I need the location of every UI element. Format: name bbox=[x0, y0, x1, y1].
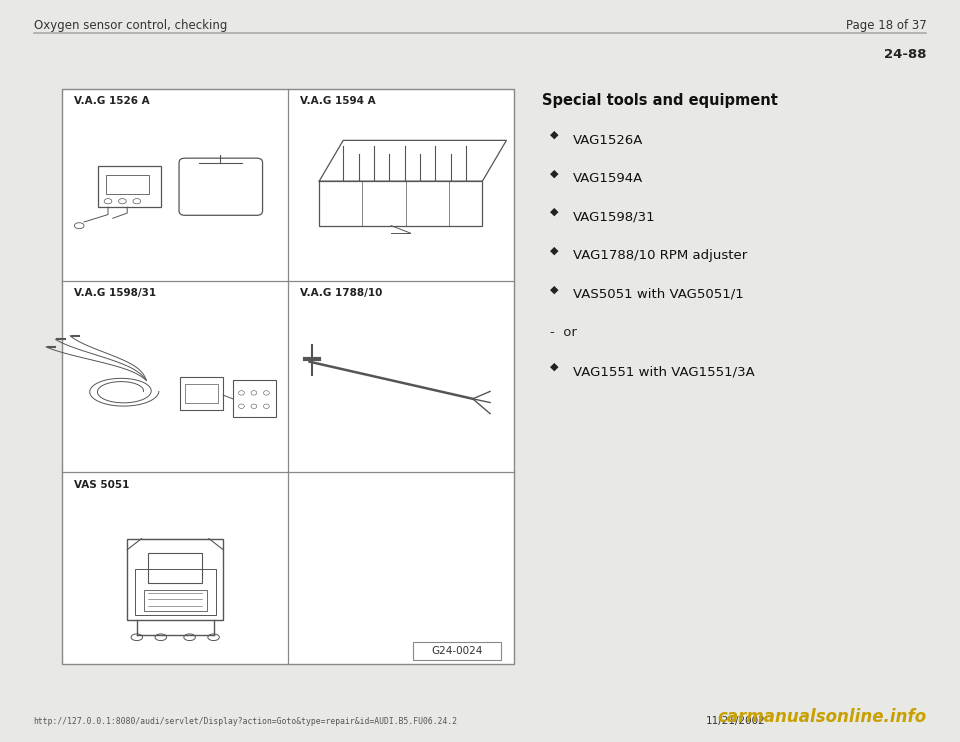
Text: V.A.G 1788/10: V.A.G 1788/10 bbox=[300, 288, 382, 298]
Text: carmanualsonline.info: carmanualsonline.info bbox=[717, 708, 926, 726]
Bar bbox=[106, 175, 149, 194]
FancyBboxPatch shape bbox=[413, 642, 501, 660]
Bar bbox=[98, 166, 160, 207]
Bar bbox=[127, 539, 223, 620]
Text: -  or: - or bbox=[550, 326, 577, 340]
Bar bbox=[232, 381, 276, 418]
Text: VAG1598/31: VAG1598/31 bbox=[573, 211, 656, 224]
Text: V.A.G 1526 A: V.A.G 1526 A bbox=[74, 96, 150, 106]
Text: VAG1594A: VAG1594A bbox=[573, 172, 643, 186]
Text: ◆: ◆ bbox=[550, 284, 559, 294]
Bar bbox=[143, 590, 207, 611]
Text: VAG1788/10 RPM adjuster: VAG1788/10 RPM adjuster bbox=[573, 249, 748, 263]
Text: 24-88: 24-88 bbox=[884, 48, 926, 62]
Bar bbox=[180, 377, 223, 410]
Text: G24-0024: G24-0024 bbox=[431, 646, 483, 656]
Text: ◆: ◆ bbox=[550, 130, 559, 139]
Text: ◆: ◆ bbox=[550, 246, 559, 255]
Text: V.A.G 1598/31: V.A.G 1598/31 bbox=[74, 288, 156, 298]
Text: Oxygen sensor control, checking: Oxygen sensor control, checking bbox=[34, 19, 227, 32]
Bar bbox=[319, 181, 483, 226]
Bar bbox=[184, 384, 219, 403]
Text: ◆: ◆ bbox=[550, 207, 559, 217]
Text: VAS 5051: VAS 5051 bbox=[74, 480, 130, 490]
Text: http://127.0.0.1:8080/audi/servlet/Display?action=Goto&type=repair&id=AUDI.B5.FU: http://127.0.0.1:8080/audi/servlet/Displ… bbox=[34, 717, 458, 726]
Text: 11/21/2002: 11/21/2002 bbox=[706, 716, 765, 726]
Text: ◆: ◆ bbox=[550, 361, 559, 371]
Bar bbox=[148, 554, 202, 583]
Text: Special tools and equipment: Special tools and equipment bbox=[542, 93, 779, 108]
Text: VAG1526A: VAG1526A bbox=[573, 134, 643, 147]
Text: V.A.G 1594 A: V.A.G 1594 A bbox=[300, 96, 375, 106]
Text: VAS5051 with VAG5051/1: VAS5051 with VAG5051/1 bbox=[573, 288, 744, 301]
Bar bbox=[62, 89, 514, 664]
Text: Page 18 of 37: Page 18 of 37 bbox=[846, 19, 926, 32]
Text: ◆: ◆ bbox=[550, 168, 559, 178]
Bar bbox=[134, 569, 215, 615]
Text: VAG1551 with VAG1551/3A: VAG1551 with VAG1551/3A bbox=[573, 365, 755, 378]
